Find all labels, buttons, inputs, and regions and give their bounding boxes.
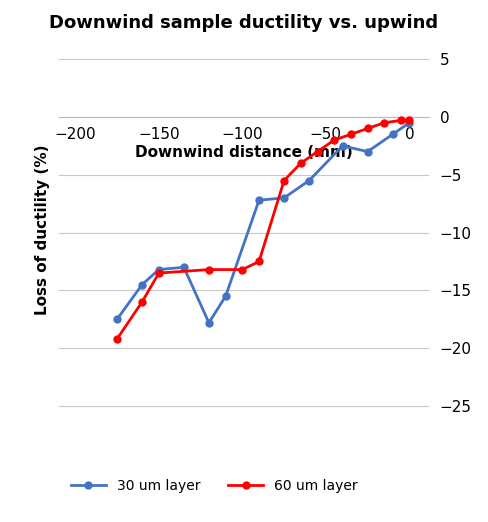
Title: Downwind sample ductility vs. upwind: Downwind sample ductility vs. upwind [49,14,439,32]
30 um layer [340,143,346,149]
30 um layer [223,293,228,299]
Y-axis label: Loss of ductility (%): Loss of ductility (%) [35,145,50,315]
30 um layer [181,264,187,270]
Line: 30 um layer: 30 um layer [114,119,413,326]
30 um layer [281,195,287,201]
30 um layer [139,281,145,288]
X-axis label: Downwind distance (mm): Downwind distance (mm) [135,145,353,160]
30 um layer [365,148,370,155]
60 um layer [139,299,145,305]
30 um layer [407,120,412,126]
60 um layer [240,266,245,272]
30 um layer [206,319,212,326]
60 um layer [382,120,387,126]
30 um layer [390,131,396,137]
60 um layer [298,160,304,167]
60 um layer [156,270,162,276]
60 um layer [256,258,262,265]
Line: 60 um layer: 60 um layer [114,117,413,342]
60 um layer [365,125,370,132]
60 um layer [407,117,412,124]
60 um layer [315,148,321,155]
30 um layer [306,177,312,184]
60 um layer [331,137,337,143]
60 um layer [348,131,354,137]
60 um layer [281,177,287,184]
60 um layer [206,266,212,272]
60 um layer [398,117,404,124]
Legend: 30 um layer, 60 um layer: 30 um layer, 60 um layer [65,473,363,499]
60 um layer [114,336,120,342]
30 um layer [156,266,162,272]
30 um layer [114,316,120,323]
30 um layer [256,197,262,204]
